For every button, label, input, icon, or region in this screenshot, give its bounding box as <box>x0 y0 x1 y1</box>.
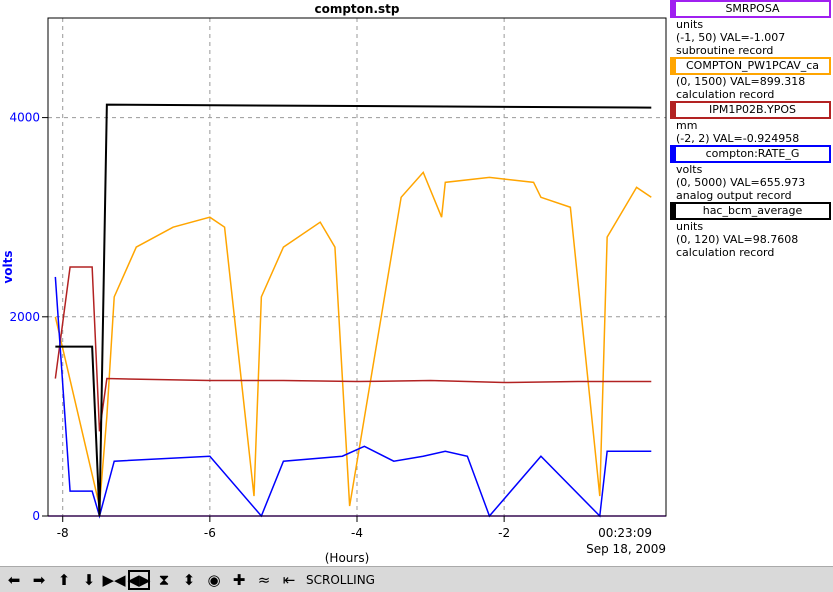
legend-range-val: (-1, 50) VAL=-1.007 <box>668 31 833 44</box>
series-line-1 <box>54 170 652 507</box>
legend-record-type: calculation record <box>676 246 775 259</box>
legend-value: VAL=-0.924958 <box>713 132 800 145</box>
legend-units: mm <box>676 119 698 132</box>
legend-compton-rate-g[interactable]: compton:RATE_G <box>670 145 831 163</box>
legend-record-type: subroutine record <box>676 44 774 57</box>
x-tick-label: -8 <box>57 526 69 540</box>
legend-entry[interactable]: SMRPOSA units (-1, 50) VAL=-1.007 subrou… <box>668 0 833 57</box>
legend-entry[interactable]: IPM1P02B.YPOS mm (-2, 2) VAL=-0.924958 <box>668 101 833 145</box>
legend-range-val: (0, 5000) VAL=655.973 <box>668 176 833 189</box>
x-tick-label: -4 <box>351 526 363 540</box>
arrow-left-icon[interactable]: ⬅ <box>7 570 21 589</box>
legend-range: (-2, 2) <box>676 132 710 145</box>
legend-compton-pw1pcav[interactable]: COMPTON_PW1PCAV_ca <box>670 57 831 75</box>
legend-range-val: (0, 1500) VAL=899.318 <box>668 75 833 88</box>
arrow-up-icon[interactable]: ⬆ <box>57 570 71 589</box>
y-tick-label: 0 <box>32 509 40 523</box>
legend-ipm1p02b[interactable]: IPM1P02B.YPOS <box>670 101 831 119</box>
legend-entry[interactable]: compton:RATE_G volts (0, 5000) VAL=655.9… <box>668 145 833 202</box>
series-line-2 <box>54 266 652 432</box>
legend-hac-bcm-average[interactable]: hac_bcm_average <box>670 202 831 220</box>
y-tick-label: 4000 <box>9 111 40 125</box>
legend-record-type: analog output record <box>676 189 792 202</box>
grid-lines <box>48 18 666 517</box>
legend-entry[interactable]: hac_bcm_average units (0, 120) VAL=98.76… <box>668 202 833 259</box>
legend-range: (0, 5000) <box>676 176 727 189</box>
legend-value: VAL=98.7608 <box>723 233 799 246</box>
chart-plot: -8 -6 -4 -2 0 2000 4000 compton.stp volts (Hours)… <box>1 2 667 565</box>
record-icon[interactable]: ◉ <box>207 570 221 589</box>
series-line-4 <box>55 103 652 517</box>
scrolling-label: SCROLLING <box>306 572 375 587</box>
arrow-right-icon[interactable]: ➡ <box>32 570 46 589</box>
axis-labels: -8 -6 -4 -2 0 2000 4000 compton.stp volts (Hours)… <box>1 2 666 565</box>
legend-range: (0, 120) <box>676 233 720 246</box>
chart-title: compton.stp <box>314 2 399 16</box>
arrow-down-icon[interactable]: ⬇ <box>82 570 96 589</box>
add-icon[interactable]: ✚ <box>232 570 246 589</box>
toolbar: ⬅ ➡ ⬆ ⬇ ▶◀ ◀▶ ⧗ ⬍ ◉ ✚ ≈ ⇤ SCROLLING <box>0 566 833 592</box>
legend-units: volts <box>676 163 703 176</box>
legend-range-val: (-2, 2) VAL=-0.924958 <box>668 132 833 145</box>
export-icon[interactable]: ⇤ <box>282 570 296 589</box>
zoom-y-in-icon[interactable]: ⧗ <box>158 570 170 589</box>
legend-range-val: (0, 120) VAL=98.7608 <box>668 233 833 246</box>
legend-record-type: calculation record <box>676 88 775 101</box>
zoom-x-in-icon[interactable]: ▶◀ <box>102 570 126 589</box>
axes <box>42 17 667 522</box>
legend-entry[interactable]: COMPTON_PW1PCAV_ca (0, 1500) VAL=899.318… <box>668 57 833 101</box>
legend-value: VAL=899.318 <box>730 75 806 88</box>
zoom-y-out-icon[interactable]: ⬍ <box>182 570 196 589</box>
legend-units: units <box>676 18 704 31</box>
legend-range: (-1, 50) <box>676 31 717 44</box>
series-layer <box>48 103 666 519</box>
legend-range: (0, 1500) <box>676 75 727 88</box>
x-tick-label: -6 <box>204 526 216 540</box>
time-label: 00:23:09 <box>598 526 652 540</box>
autoscale-icon[interactable]: ≈ <box>257 570 271 589</box>
zoom-x-out-icon[interactable]: ◀▶ <box>127 569 151 590</box>
legend-value: VAL=-1.007 <box>720 31 786 44</box>
legend-value: VAL=655.973 <box>730 176 806 189</box>
x-axis-label: (Hours) <box>325 551 370 565</box>
date-label: Sep 18, 2009 <box>586 542 666 556</box>
legend: SMRPOSA units (-1, 50) VAL=-1.007 subrou… <box>668 0 833 259</box>
legend-smrposa[interactable]: SMRPOSA <box>670 0 831 18</box>
y-axis-label: volts <box>1 250 15 283</box>
x-tick-label: -2 <box>498 526 510 540</box>
y-tick-label: 2000 <box>9 310 40 324</box>
legend-units: units <box>676 220 704 233</box>
